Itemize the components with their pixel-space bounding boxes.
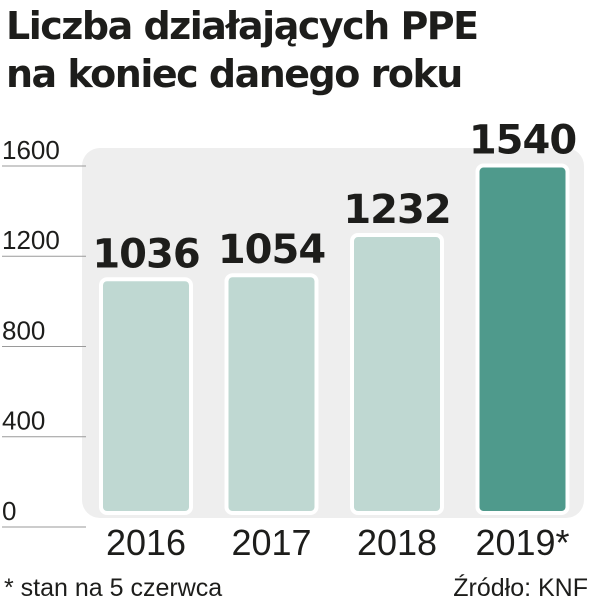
y-tick-label: 0 xyxy=(2,496,16,526)
footnote: * stan na 5 czerwca xyxy=(4,574,223,602)
chart-title-line-2: na koniec danego roku xyxy=(6,52,463,96)
y-tick-label: 1600 xyxy=(2,135,60,165)
x-tick-label: 2016 xyxy=(106,522,186,563)
source-label: Źródło: KNF xyxy=(453,574,588,602)
x-tick-label: 2019* xyxy=(475,522,569,563)
chart-title: Liczba działających PPE na koniec danego… xyxy=(6,2,479,98)
chart-title-line-1: Liczba działających PPE xyxy=(6,4,479,48)
bar-value-label: 1540 xyxy=(469,118,576,164)
y-tick-label: 400 xyxy=(2,406,45,436)
bar xyxy=(350,233,444,515)
bar xyxy=(475,163,570,515)
y-tick-label: 1200 xyxy=(2,225,60,255)
bar-value-label: 1232 xyxy=(343,187,450,233)
y-tick-label: 800 xyxy=(2,315,45,345)
bar-value-label: 1054 xyxy=(218,227,325,273)
bar xyxy=(224,273,319,515)
bar-value-label: 1036 xyxy=(92,231,199,277)
x-tick-label: 2017 xyxy=(231,522,311,563)
bar xyxy=(99,277,193,515)
x-tick-label: 2018 xyxy=(357,522,437,563)
plot-panel xyxy=(82,148,584,518)
